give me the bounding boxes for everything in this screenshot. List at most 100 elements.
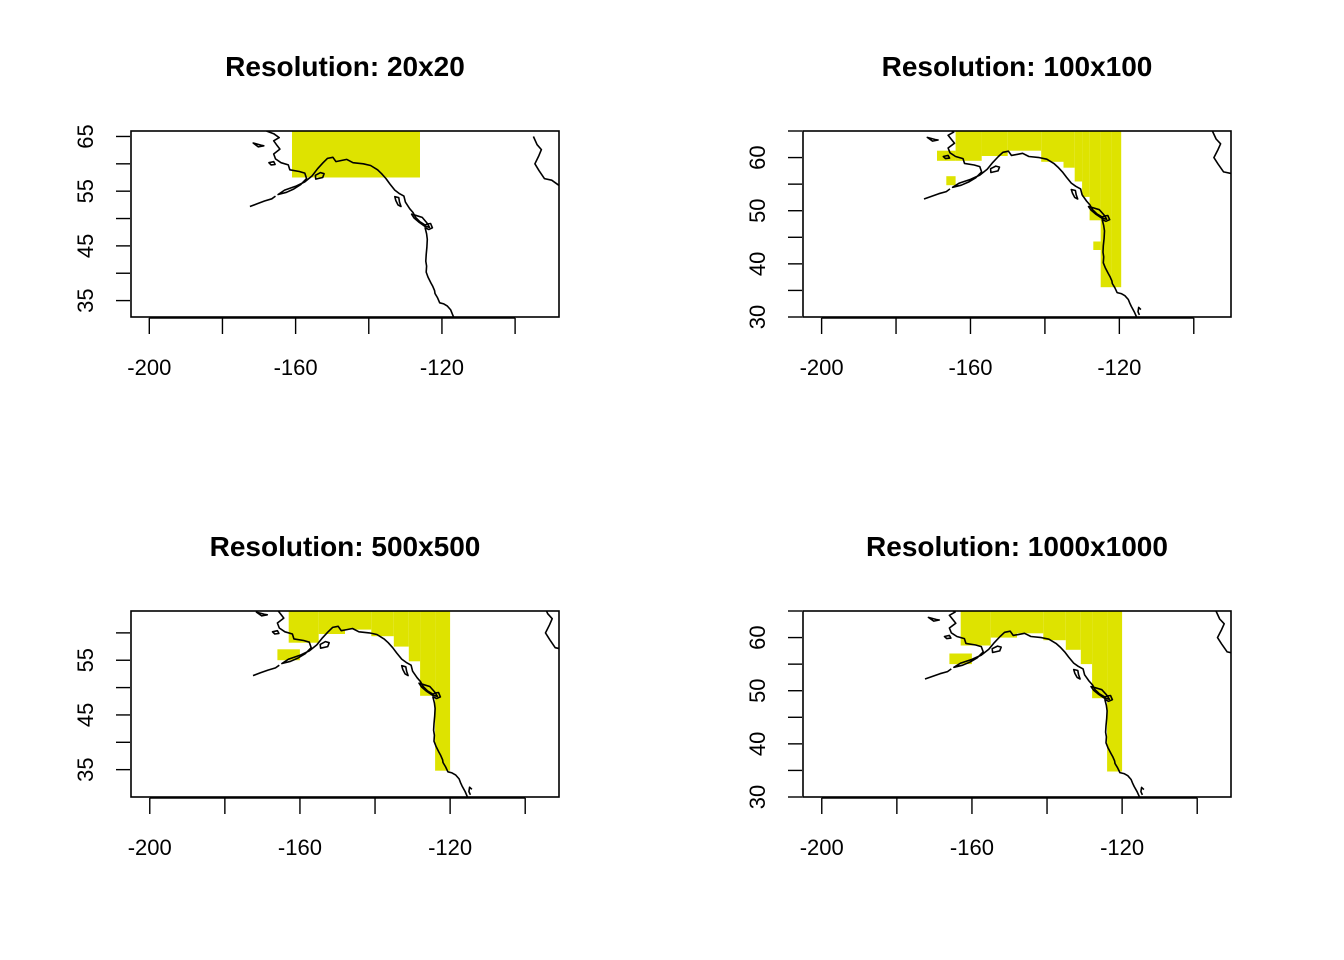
hudson-bay-coastline <box>532 136 559 187</box>
island-outline <box>319 640 330 649</box>
island-outline <box>268 160 276 166</box>
x-tick-label: -120 <box>420 355 464 380</box>
island-outline <box>1070 188 1079 200</box>
raster-cell <box>277 649 300 661</box>
y-tick-label: 60 <box>745 625 770 649</box>
raster-cell <box>1111 131 1122 288</box>
island-chain <box>249 195 276 208</box>
island-outline <box>943 634 952 640</box>
raster-cell <box>1017 611 1044 634</box>
x-tick-label: -120 <box>1097 355 1141 380</box>
island-outline <box>1090 685 1111 700</box>
coastline <box>460 318 463 326</box>
raster-cell <box>1082 131 1090 197</box>
y-tick-label: 50 <box>745 198 770 222</box>
raster-cell <box>292 131 420 178</box>
coastline <box>266 131 455 317</box>
map-panel-2: Resolution: 100x100 -200 -160 -120 30 40 50 60 <box>745 51 1260 380</box>
y-tick-label: 40 <box>745 732 770 756</box>
coastline <box>947 131 1138 317</box>
island-outline <box>1072 668 1081 680</box>
raster-cell <box>1093 241 1101 250</box>
panel-title: Resolution: 20x20 <box>225 51 465 82</box>
x-tick-label: -160 <box>950 835 994 860</box>
x-tick-label: -160 <box>278 835 322 860</box>
raster-cell <box>949 653 972 665</box>
island-outline <box>394 195 402 208</box>
raster-cell <box>1092 611 1108 699</box>
raster-cell <box>1041 131 1064 162</box>
island-outline <box>927 616 941 622</box>
panel-title: Resolution: 1000x1000 <box>866 531 1168 562</box>
raster-cell <box>1043 611 1066 641</box>
island-chain <box>924 668 952 680</box>
coastline <box>1137 306 1142 316</box>
island-outline <box>991 645 1002 654</box>
island-chain <box>923 188 951 200</box>
y-tick-label: 45 <box>73 703 98 727</box>
map-panel-4: Resolution: 1000x1000 -200 -160 -120 30 40 50 6… <box>745 531 1264 860</box>
plot-frame <box>130 610 560 798</box>
raster-cell <box>955 131 982 161</box>
island-outline <box>271 629 280 635</box>
island-outline <box>926 136 939 142</box>
raster-cell <box>1080 611 1093 665</box>
panel-title: Resolution: 100x100 <box>882 51 1153 82</box>
raster-cell <box>1065 611 1081 650</box>
map-panel-3: Resolution: 500x500 -200 -160 -120 35 45 55 <box>73 531 592 860</box>
y-tick-label: 55 <box>73 179 98 203</box>
x-tick-label: -200 <box>800 835 844 860</box>
y-tick-label: 40 <box>745 252 770 276</box>
coastline <box>1140 786 1145 796</box>
raster-cell <box>1074 131 1083 182</box>
plot-frame <box>802 610 1232 798</box>
island-outline <box>255 611 269 617</box>
x-tick-label: -200 <box>127 355 171 380</box>
island-outline <box>252 142 265 148</box>
raster-cell <box>318 611 345 634</box>
x-tick-label: -160 <box>274 355 318 380</box>
plot-frame <box>802 130 1232 318</box>
raster-cell <box>345 611 372 630</box>
y-tick-label: 30 <box>745 785 770 809</box>
x-tick-label: -120 <box>1100 835 1144 860</box>
raster-cell <box>1107 611 1123 772</box>
island-outline <box>1250 613 1264 621</box>
raster-cell <box>960 611 991 646</box>
island-outline <box>989 165 1001 174</box>
coastline <box>948 611 1141 797</box>
hudson-bay-coastline <box>1215 611 1231 654</box>
raster-cell <box>1063 131 1075 168</box>
island-outline <box>400 664 409 677</box>
island-outline <box>942 154 951 160</box>
coastline <box>468 786 473 796</box>
island-outline <box>410 213 431 229</box>
raster-cell <box>1089 131 1101 221</box>
hudson-bay-coastline <box>544 611 559 650</box>
plot-frame <box>130 130 560 318</box>
island-chain <box>252 664 280 677</box>
island-outline <box>578 608 592 616</box>
raster-cell <box>393 611 409 647</box>
y-tick-label: 60 <box>745 145 770 169</box>
map-panel-1: Resolution: 20x20 -200 -160 -120 35 45 55 65 <box>73 51 580 380</box>
coastline <box>276 611 469 797</box>
raster-cell <box>1007 131 1042 151</box>
x-tick-label: -120 <box>428 835 472 860</box>
y-tick-label: 45 <box>73 234 98 258</box>
raster-cell <box>420 611 436 696</box>
x-tick-label: -160 <box>948 355 992 380</box>
island-outline <box>566 139 580 147</box>
y-tick-label: 55 <box>73 648 98 672</box>
raster-cell <box>435 611 451 771</box>
x-tick-label: -200 <box>128 835 172 860</box>
panel-title: Resolution: 500x500 <box>210 531 481 562</box>
island-outline <box>314 171 325 180</box>
y-tick-label: 50 <box>745 678 770 702</box>
raster-cell <box>1100 131 1112 288</box>
y-tick-label: 65 <box>73 124 98 148</box>
raster-cell <box>946 176 956 186</box>
island-outline <box>1246 133 1260 141</box>
island-outline <box>418 682 439 698</box>
